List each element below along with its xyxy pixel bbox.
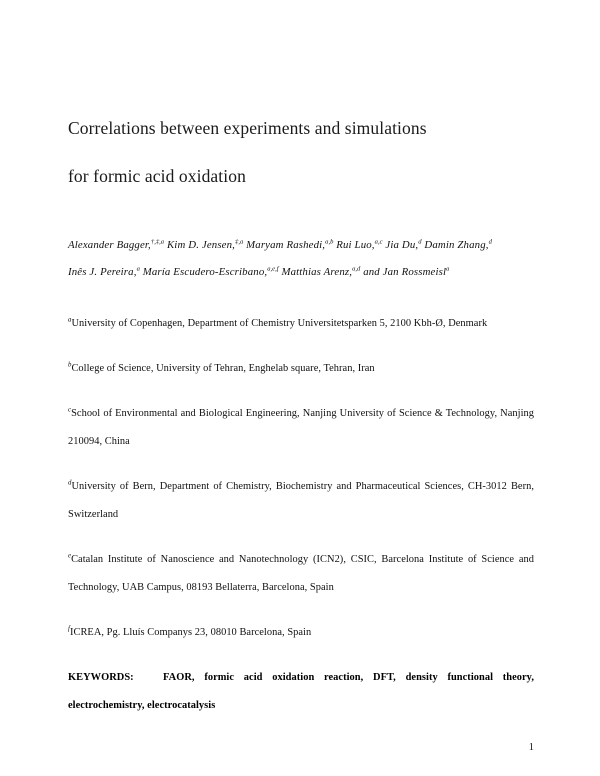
author-affiliation-marker: a,e,f	[267, 265, 279, 273]
title-line-2: for formic acid oxidation	[68, 166, 246, 186]
affiliation-marker: e	[68, 552, 72, 560]
author-name: and Jan Rossmeisl	[363, 266, 447, 278]
author-name: Maryam Rashedi,	[246, 239, 326, 251]
author-affiliation-marker: a,b	[325, 238, 334, 246]
affiliation-item: aUniversity of Copenhagen, Department of…	[68, 310, 534, 338]
affiliation-text: School of Environmental and Biological E…	[68, 408, 534, 447]
author-affiliation-marker: a	[136, 265, 140, 273]
affiliation-text: University of Bern, Department of Chemis…	[68, 481, 534, 520]
affiliation-list: aUniversity of Copenhagen, Department of…	[68, 310, 534, 720]
page-number: 1	[528, 742, 534, 753]
author-name: Kim D. Jensen,	[166, 239, 236, 251]
affiliation-text: University of Copenhagen, Department of …	[71, 318, 488, 329]
affiliation-item: cSchool of Environmental and Biological …	[68, 400, 534, 456]
affiliation-text: Catalan Institute of Nanoscience and Nan…	[68, 554, 534, 593]
author-list: Alexander Bagger,†,‡,a Kim D. Jensen,‡,a…	[68, 232, 534, 286]
keywords-line: KEYWORDS: FAOR, formic acid oxidation re…	[68, 664, 534, 720]
author-line-2: Inês J. Pereira,a María Escudero-Escriba…	[68, 259, 534, 286]
affiliation-items: aUniversity of Copenhagen, Department of…	[68, 310, 534, 647]
affiliation-marker: d	[68, 479, 72, 487]
author-affiliation-marker: a,c	[374, 238, 383, 246]
author-affiliation-marker: d	[418, 238, 422, 246]
keywords-terms: FAOR, formic acid oxidation reaction, DF…	[68, 672, 535, 711]
author-name: Matthias Arenz,	[281, 266, 353, 278]
title-line-1: Correlations between experiments and sim…	[68, 118, 427, 138]
author-affiliation-marker: a,d	[352, 265, 361, 273]
author-name: Jia Du,	[385, 239, 419, 251]
affiliation-marker: a	[68, 316, 72, 324]
affiliation-item: fICREA, Pg. Lluís Companys 23, 08010 Bar…	[68, 619, 534, 647]
author-affiliation-marker: d	[488, 238, 492, 246]
affiliation-item: dUniversity of Bern, Department of Chemi…	[68, 473, 534, 529]
affiliation-item: bCollege of Science, University of Tehra…	[68, 355, 534, 383]
keywords-terms-spacer	[143, 672, 153, 683]
affiliation-text: College of Science, University of Tehran…	[71, 363, 375, 374]
affiliation-marker: b	[68, 361, 72, 369]
affiliation-marker: f	[68, 625, 70, 633]
author-affiliation-marker: ‡,a	[235, 238, 244, 246]
author-name: María Escudero-Escribano,	[142, 266, 268, 278]
author-name: Alexander Bagger,	[68, 239, 151, 251]
affiliation-marker: c	[68, 406, 72, 414]
keywords-label: KEYWORDS:	[68, 672, 134, 683]
page-content: Correlations between experiments and sim…	[68, 0, 534, 720]
author-affiliation-marker: a	[446, 265, 450, 273]
author-name: Inês J. Pereira,	[68, 266, 137, 278]
author-name: Rui Luo,	[336, 239, 375, 251]
author-line-1: Alexander Bagger,†,‡,a Kim D. Jensen,‡,a…	[68, 232, 534, 259]
page-title: Correlations between experiments and sim…	[68, 104, 534, 200]
author-name: Damin Zhang,	[424, 239, 489, 251]
affiliation-text: ICREA, Pg. Lluís Companys 23, 08010 Barc…	[69, 627, 312, 638]
affiliation-item: eCatalan Institute of Nanoscience and Na…	[68, 546, 534, 602]
author-affiliation-marker: †,‡,a	[150, 238, 165, 246]
